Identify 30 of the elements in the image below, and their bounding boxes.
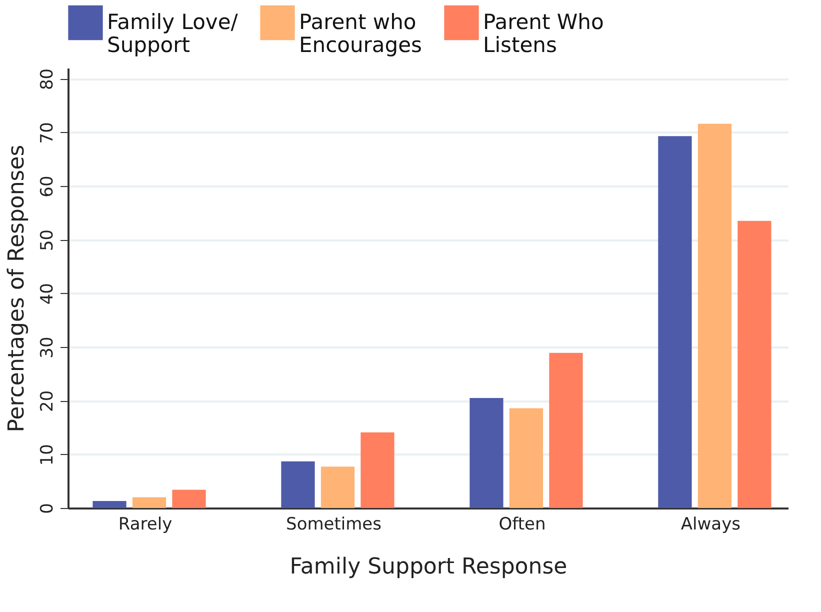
bar [320, 466, 355, 508]
bar [132, 497, 166, 508]
bar [738, 220, 772, 508]
legend-label: Parent Who Listens [483, 10, 604, 57]
bar [172, 490, 206, 508]
bar [698, 124, 732, 508]
legend-label: Parent who Encourages [299, 10, 422, 57]
y-tick-label: 60 [38, 176, 58, 198]
bar [470, 398, 504, 508]
y-tick-label: 30 [38, 336, 58, 358]
x-tick-label: Always [680, 514, 741, 534]
y-tick-label: 40 [38, 283, 58, 305]
bar [360, 432, 394, 508]
legend-label: Family Love/ Support [107, 10, 239, 57]
x-tick-label: Often [498, 514, 546, 534]
bar [658, 136, 692, 508]
y-tick-label: 20 [38, 390, 58, 412]
y-tick-label: 70 [38, 122, 58, 144]
bar [92, 501, 126, 508]
y-tick-label: 10 [38, 444, 58, 466]
x-axis-title: Family Support Response [290, 554, 568, 580]
x-tick-label: Sometimes [286, 514, 382, 534]
y-axis-title: Percentages of Responses [4, 144, 30, 432]
bar [509, 408, 544, 508]
bar [549, 352, 583, 508]
y-tick-label: 50 [38, 229, 58, 252]
y-tick-label: 0 [38, 503, 58, 514]
bar [281, 461, 315, 508]
x-tick-label: Rarely [118, 514, 172, 534]
y-tick-label: 80 [38, 68, 58, 90]
